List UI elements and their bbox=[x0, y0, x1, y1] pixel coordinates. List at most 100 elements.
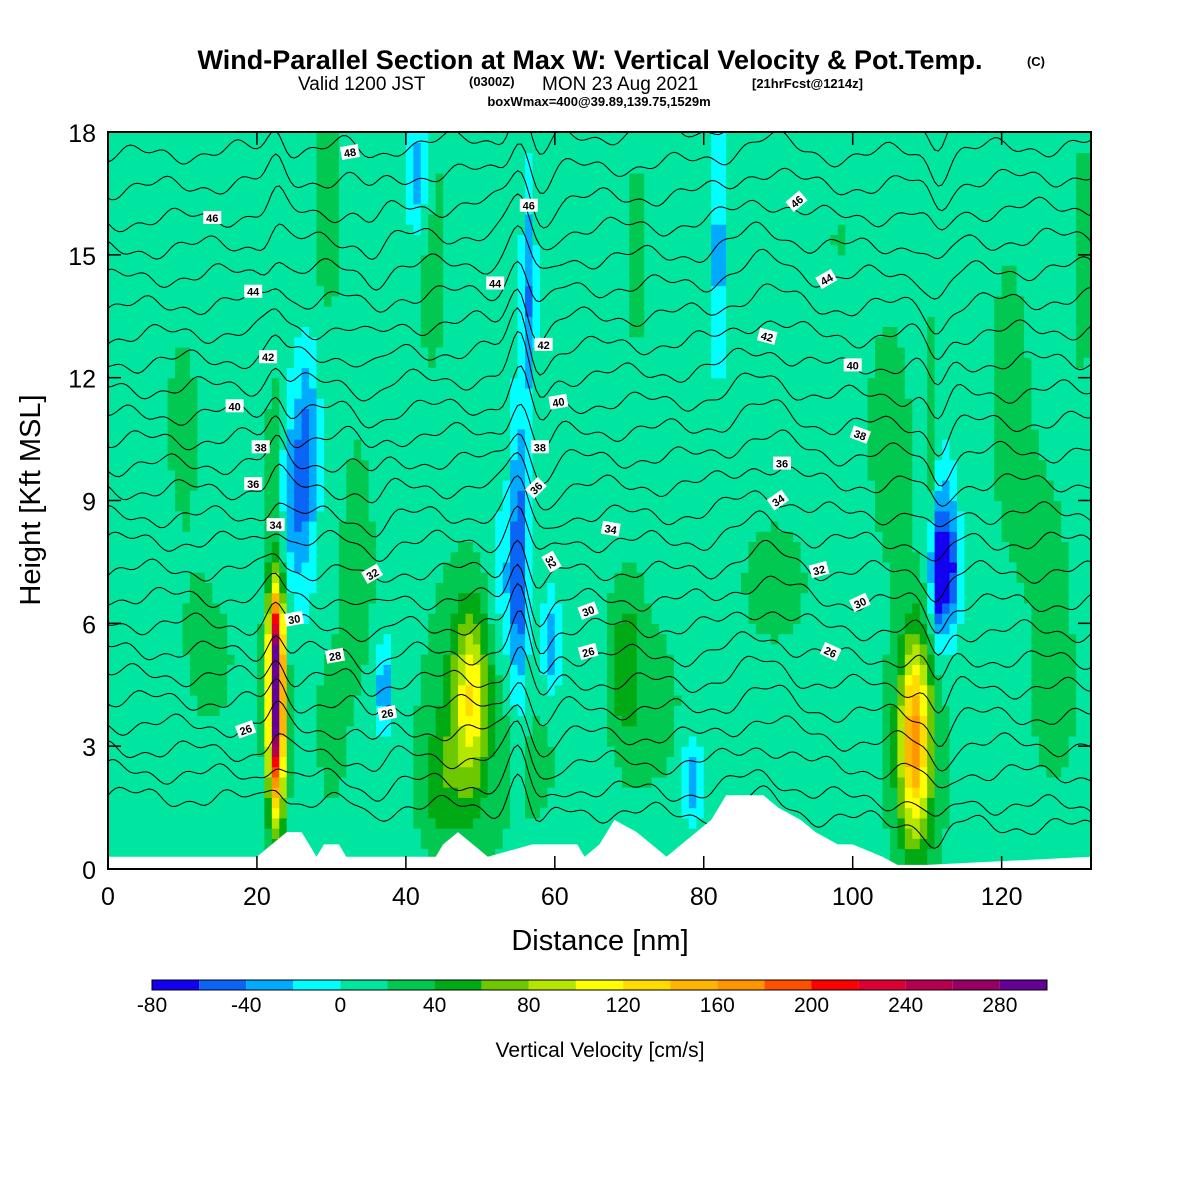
velocity-cell bbox=[554, 694, 563, 706]
velocity-cell bbox=[212, 848, 221, 860]
velocity-cell bbox=[383, 797, 392, 809]
velocity-cell bbox=[644, 480, 653, 491]
velocity-cell bbox=[860, 613, 869, 624]
velocity-cell bbox=[338, 828, 347, 839]
velocity-cell bbox=[108, 807, 117, 819]
velocity-cell bbox=[763, 684, 772, 696]
velocity-cell bbox=[108, 725, 117, 737]
velocity-cell bbox=[644, 807, 653, 819]
velocity-cell bbox=[681, 623, 690, 635]
velocity-cell bbox=[1031, 807, 1040, 819]
velocity-cell bbox=[539, 602, 548, 614]
velocity-cell bbox=[212, 643, 221, 655]
velocity-cell bbox=[286, 735, 295, 747]
velocity-cell bbox=[145, 643, 154, 655]
velocity-cell bbox=[487, 746, 496, 758]
velocity-cell bbox=[286, 572, 295, 583]
velocity-cell bbox=[1046, 807, 1055, 819]
velocity-cell bbox=[338, 480, 347, 491]
velocity-cell bbox=[361, 490, 370, 502]
velocity-cell bbox=[182, 520, 191, 532]
velocity-cell bbox=[279, 797, 288, 809]
velocity-cell bbox=[629, 561, 638, 573]
velocity-cell bbox=[115, 787, 124, 798]
velocity-cell bbox=[971, 694, 980, 706]
velocity-cell bbox=[614, 684, 623, 696]
velocity-cell bbox=[539, 664, 548, 676]
velocity-cell bbox=[1016, 797, 1025, 809]
velocity-cell bbox=[740, 787, 750, 798]
velocity-cell bbox=[778, 787, 787, 798]
velocity-cell bbox=[852, 807, 861, 819]
velocity-cell bbox=[606, 551, 615, 563]
velocity-cell bbox=[785, 664, 794, 676]
velocity-cell bbox=[867, 735, 876, 747]
velocity-cell bbox=[532, 746, 541, 758]
velocity-cell bbox=[279, 684, 288, 696]
velocity-cell bbox=[1053, 725, 1062, 737]
velocity-cell bbox=[778, 654, 787, 665]
velocity-cell bbox=[651, 776, 660, 788]
velocity-cell bbox=[927, 838, 936, 850]
velocity-cell bbox=[480, 807, 489, 819]
velocity-cell bbox=[122, 613, 131, 624]
velocity-cell bbox=[1061, 623, 1070, 635]
velocity-cell bbox=[204, 848, 213, 860]
velocity-cell bbox=[778, 480, 787, 491]
velocity-cell bbox=[882, 746, 891, 758]
velocity-cell bbox=[405, 480, 414, 491]
velocity-cell bbox=[122, 838, 131, 850]
velocity-cell bbox=[644, 531, 653, 543]
velocity-cell bbox=[502, 838, 511, 850]
velocity-cell bbox=[726, 776, 735, 788]
velocity-cell bbox=[644, 766, 653, 778]
velocity-cell bbox=[249, 623, 258, 635]
velocity-cell bbox=[882, 776, 891, 788]
velocity-cell bbox=[108, 797, 117, 809]
velocity-cell bbox=[279, 776, 288, 788]
velocity-cell bbox=[405, 674, 414, 686]
velocity-cell bbox=[845, 643, 854, 655]
velocity-cell bbox=[763, 776, 772, 788]
velocity-cell bbox=[525, 664, 534, 676]
velocity-cell bbox=[822, 582, 831, 594]
velocity-cell bbox=[621, 756, 630, 768]
velocity-cell bbox=[338, 746, 347, 758]
velocity-cell bbox=[316, 633, 325, 645]
velocity-cell bbox=[160, 756, 169, 768]
velocity-cell bbox=[160, 592, 169, 604]
velocity-cell bbox=[986, 766, 995, 778]
velocity-cell bbox=[428, 664, 437, 676]
velocity-cell bbox=[1031, 848, 1040, 860]
velocity-cell bbox=[204, 500, 213, 512]
velocity-cell bbox=[353, 592, 362, 604]
velocity-cell bbox=[599, 561, 608, 573]
velocity-cell bbox=[778, 541, 787, 553]
velocity-cell bbox=[398, 848, 407, 860]
velocity-cell bbox=[204, 766, 213, 778]
velocity-cell bbox=[755, 776, 764, 788]
velocity-cell bbox=[495, 613, 504, 624]
velocity-cell bbox=[956, 633, 965, 645]
velocity-cell bbox=[122, 643, 131, 655]
velocity-cell bbox=[175, 654, 184, 665]
velocity-cell bbox=[495, 592, 504, 604]
velocity-cell bbox=[323, 500, 333, 512]
velocity-cell bbox=[189, 551, 198, 563]
velocity-cell bbox=[316, 787, 325, 798]
velocity-cell bbox=[323, 735, 333, 747]
velocity-cell bbox=[301, 480, 310, 491]
velocity-cell bbox=[242, 551, 251, 563]
velocity-cell bbox=[301, 787, 310, 798]
velocity-cell bbox=[860, 725, 869, 737]
velocity-cell bbox=[919, 787, 928, 798]
velocity-cell bbox=[465, 613, 474, 624]
velocity-cell bbox=[1076, 828, 1085, 839]
velocity-cell bbox=[681, 510, 690, 522]
velocity-cell bbox=[666, 776, 675, 788]
velocity-cell bbox=[510, 684, 519, 696]
velocity-cell bbox=[912, 500, 921, 512]
velocity-cell bbox=[867, 602, 876, 614]
velocity-cell bbox=[994, 817, 1003, 829]
velocity-cell bbox=[212, 613, 221, 624]
